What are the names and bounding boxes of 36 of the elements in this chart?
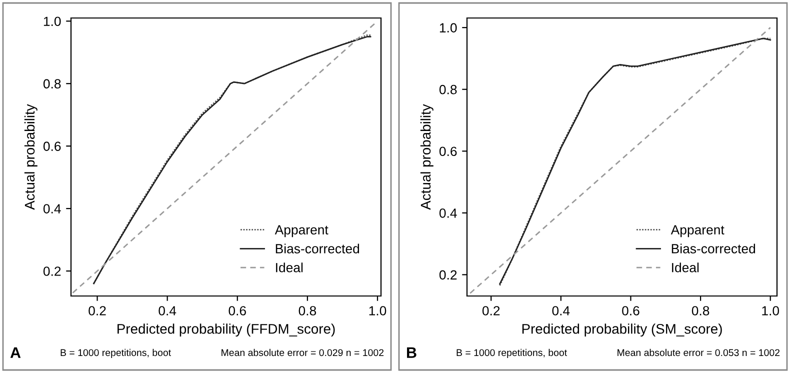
y-axis-title: Actual probability — [420, 104, 434, 210]
x-tick-label: 1.0 — [369, 306, 386, 316]
y-tick-label: 0.8 — [439, 84, 457, 94]
legend-label: Ideal — [672, 262, 699, 272]
text: B = 1000 repetitions, boot — [60, 348, 172, 358]
y-tick-label: 0.8 — [43, 79, 61, 89]
y-tick-label: 0.6 — [43, 142, 61, 151]
x-tick-label: 0.8 — [692, 306, 710, 316]
x-tick-label: 0.4 — [158, 306, 176, 316]
text: B — [407, 347, 416, 358]
x-axis-title: Predicted probability (FFDM_score) — [118, 324, 335, 337]
text: Mean absolute error = 0.029 n = 1002 — [222, 348, 384, 356]
y-tick-label: 0.4 — [439, 208, 457, 218]
y-tick-label: 0.2 — [439, 270, 457, 280]
y-tick-label: 1.0 — [440, 23, 457, 32]
x-tick-label: 0.2 — [482, 306, 500, 316]
y-axis-title: Actual probability — [24, 104, 38, 210]
legend-label: Apparent — [670, 225, 724, 238]
x-tick-label: 0.6 — [622, 306, 640, 316]
y-tick-label: 0.4 — [43, 204, 61, 214]
legend-label: Apparent — [274, 225, 328, 238]
x-tick-label: 0.2 — [88, 306, 106, 316]
x-tick-label: 0.4 — [552, 306, 570, 316]
x-tick-label: 0.8 — [298, 306, 316, 316]
legend-label: Ideal — [276, 262, 303, 272]
text: B = 1000 repetitions, boot — [456, 348, 568, 358]
legend-label: Bias-corrected — [672, 244, 756, 254]
legend-label: Bias-corrected — [276, 244, 360, 254]
y-tick-label: 0.2 — [43, 266, 61, 276]
x-tick-label: 0.6 — [228, 306, 246, 316]
text: A — [10, 347, 21, 358]
x-axis-title: Predicted probability (SM_score) — [522, 324, 722, 337]
text: Mean absolute error = 0.053 n = 1002 — [618, 348, 780, 356]
x-tick-label: 1.0 — [762, 306, 780, 316]
y-tick-label: 0.6 — [439, 146, 457, 156]
y-tick-label: 1.0 — [44, 16, 61, 26]
